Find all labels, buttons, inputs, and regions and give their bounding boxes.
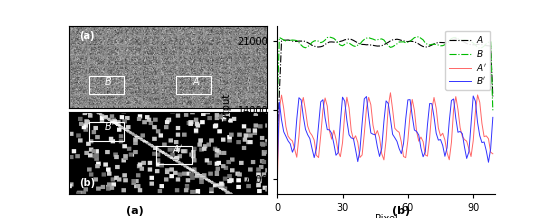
Line: $A$: $A$: [277, 39, 493, 145]
$A'$: [481, 135, 487, 138]
Bar: [89, 123, 124, 141]
$B'$: [324, 128, 331, 131]
$B'$: [403, 118, 409, 121]
Text: $A$: $A$: [191, 75, 200, 87]
$A'$: [405, 139, 411, 142]
$B$: [324, 36, 331, 39]
$B$: [415, 35, 422, 38]
$B$: [403, 41, 409, 44]
Text: (a): (a): [126, 206, 144, 216]
$A'$: [490, 152, 496, 155]
Bar: [175, 75, 211, 94]
Text: $B$: $B$: [104, 75, 113, 87]
Line: $B'$: $B'$: [277, 96, 493, 172]
Text: (b): (b): [393, 206, 410, 216]
$A$: [274, 143, 280, 146]
$A$: [403, 40, 409, 43]
$A$: [481, 44, 487, 47]
$A$: [474, 43, 481, 46]
$B'$: [474, 121, 481, 124]
$B'$: [481, 141, 487, 143]
X-axis label: Pixel: Pixel: [375, 215, 398, 218]
$A'$: [385, 105, 392, 108]
Bar: [89, 75, 124, 94]
$A$: [324, 42, 331, 44]
Y-axis label: Output: Output: [222, 93, 232, 127]
$B$: [385, 44, 392, 47]
$A$: [315, 46, 322, 48]
$B'$: [385, 102, 392, 105]
Text: (a): (a): [79, 31, 94, 41]
$B$: [474, 46, 481, 49]
Bar: [156, 146, 191, 164]
$B$: [481, 45, 487, 47]
$B'$: [315, 124, 322, 127]
$B'$: [490, 116, 496, 119]
$A'$: [474, 94, 481, 96]
$B$: [490, 109, 496, 112]
$A'$: [387, 92, 394, 94]
$B'$: [470, 95, 476, 97]
Legend: $A$, $B$, $A'$, $B'$: $A$, $B$, $A'$, $B'$: [445, 31, 491, 90]
Line: $A'$: $A'$: [277, 93, 493, 188]
Text: $A'$: $A'$: [172, 143, 184, 155]
$A$: [490, 95, 496, 98]
$B$: [274, 107, 280, 109]
$A'$: [315, 156, 322, 159]
$A$: [453, 37, 459, 40]
Text: $B'$: $B'$: [104, 120, 116, 132]
Line: $B$: $B$: [277, 37, 493, 111]
Text: (b): (b): [79, 178, 95, 188]
$A$: [385, 41, 392, 44]
$A'$: [274, 187, 280, 189]
$B'$: [274, 171, 280, 173]
$B$: [315, 40, 322, 43]
$A'$: [324, 105, 331, 107]
